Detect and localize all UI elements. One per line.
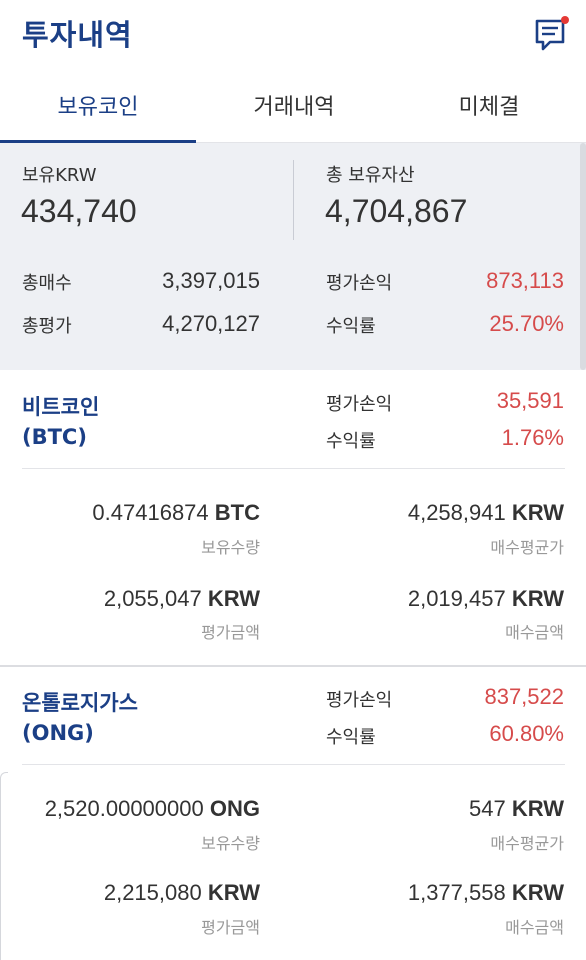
eval-pnl-value: 873,113 — [486, 268, 564, 293]
coin-card-btc[interactable]: 비트코인 (BTC) 평가손익 35,591 수익률 1.76% 0.47416… — [0, 370, 586, 666]
coin-return-value: 1.76% — [501, 425, 564, 450]
holding-caption: 보유수량 — [201, 834, 260, 853]
scrollbar-thumb[interactable] — [580, 143, 586, 370]
total-assets-value: 4,704,867 — [325, 193, 468, 229]
summary-divider — [293, 160, 294, 240]
krw-value: 434,740 — [21, 193, 137, 229]
total-assets-label: 총 보유자산 — [326, 165, 415, 186]
notification-dot — [561, 16, 569, 24]
coin-symbol: (BTC) — [22, 425, 87, 449]
buy-amount: 2,019,457 KRW — [407, 586, 564, 611]
coin-return-value: 60.80% — [489, 721, 564, 746]
portfolio-summary: 보유KRW 434,740 총 보유자산 4,704,867 총매수 3,397… — [0, 143, 586, 370]
buy-amount-caption: 매수금액 — [505, 918, 564, 937]
buy-amount-caption: 매수금액 — [505, 623, 564, 642]
chat-bubble-icon[interactable] — [533, 15, 573, 55]
coin-pnl-label: 평가손익 — [326, 690, 393, 711]
eval-amount: 2,215,080 KRW — [103, 880, 260, 905]
coin-return-label: 수익률 — [326, 431, 376, 452]
eval-amount-caption: 평가금액 — [201, 623, 260, 642]
krw-label: 보유KRW — [22, 165, 97, 186]
overlay-edge — [0, 772, 8, 960]
tab-holdings[interactable]: 보유코인 — [57, 95, 139, 120]
total-buy-value: 3,397,015 — [162, 268, 260, 293]
eval-amount-caption: 평가금액 — [201, 918, 260, 937]
coin-card-divider — [0, 665, 586, 667]
active-tab-indicator — [0, 140, 196, 143]
coin-name: 온톨로지가스 — [22, 691, 138, 715]
coin-pnl-value: 35,591 — [496, 388, 564, 413]
tab-transactions[interactable]: 거래내역 — [253, 95, 335, 120]
coin-card-ong[interactable]: 온톨로지가스 (ONG) 평가손익 837,522 수익률 60.80% 2,5… — [0, 667, 586, 960]
holding-amount: 0.47416874 BTC — [92, 500, 260, 525]
coin-pnl-value: 837,522 — [484, 684, 564, 709]
return-value: 25.70% — [489, 311, 564, 336]
tab-bar: 보유코인 거래내역 미체결 — [0, 78, 586, 144]
tab-pending[interactable]: 미체결 — [458, 95, 520, 120]
avg-price: 4,258,941 KRW — [407, 500, 564, 525]
avg-price: 547 KRW — [469, 796, 564, 821]
coin-divider — [22, 764, 565, 765]
avg-price-caption: 매수평균가 — [490, 538, 564, 557]
total-buy-label: 총매수 — [22, 273, 72, 294]
total-eval-label: 총평가 — [22, 316, 72, 337]
page-title: 투자내역 — [22, 18, 133, 52]
app-header: 투자내역 — [0, 0, 586, 70]
total-eval-value: 4,270,127 — [162, 311, 260, 336]
coin-return-label: 수익률 — [326, 727, 376, 748]
coin-symbol: (ONG) — [22, 721, 94, 745]
coin-divider — [22, 468, 565, 469]
coin-name: 비트코인 — [22, 395, 100, 419]
holding-caption: 보유수량 — [201, 538, 260, 557]
holding-amount: 2,520.00000000 ONG — [44, 796, 260, 821]
eval-amount: 2,055,047 KRW — [103, 586, 260, 611]
eval-pnl-label: 평가손익 — [326, 273, 393, 294]
return-label: 수익률 — [326, 316, 376, 337]
avg-price-caption: 매수평균가 — [490, 834, 564, 853]
buy-amount: 1,377,558 KRW — [407, 880, 564, 905]
coin-pnl-label: 평가손익 — [326, 394, 393, 415]
